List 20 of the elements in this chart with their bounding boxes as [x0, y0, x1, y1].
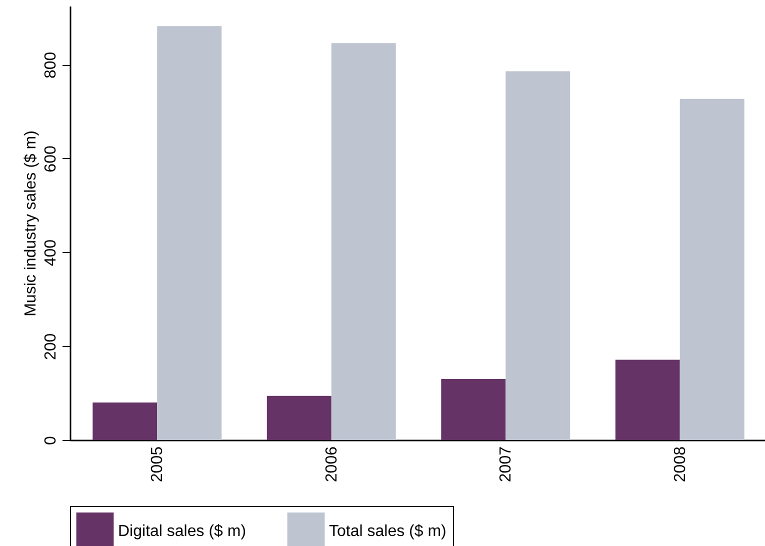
x-tick-label: 2005	[149, 446, 166, 482]
bar	[157, 26, 222, 440]
x-tick-label: 2007	[498, 446, 515, 482]
legend-label: Total sales ($ m)	[329, 523, 446, 540]
bar	[506, 71, 570, 440]
legend-label: Digital sales ($ m)	[118, 523, 246, 540]
y-tick-label: 800	[42, 52, 60, 78]
y-tick-label: 400	[42, 239, 60, 266]
bar	[615, 360, 680, 440]
bar	[331, 43, 396, 440]
x-tick-label: 2008	[672, 446, 689, 482]
bar	[680, 98, 744, 440]
y-tick-label: 0	[42, 436, 60, 445]
bar	[266, 396, 332, 440]
y-axis-title: Music industry sales ($ m)	[22, 130, 40, 316]
y-tick-label: 600	[42, 146, 60, 172]
bar	[441, 379, 506, 440]
bar	[92, 402, 158, 440]
x-tick-label: 2006	[323, 446, 340, 482]
y-tick-label: 200	[42, 333, 60, 360]
